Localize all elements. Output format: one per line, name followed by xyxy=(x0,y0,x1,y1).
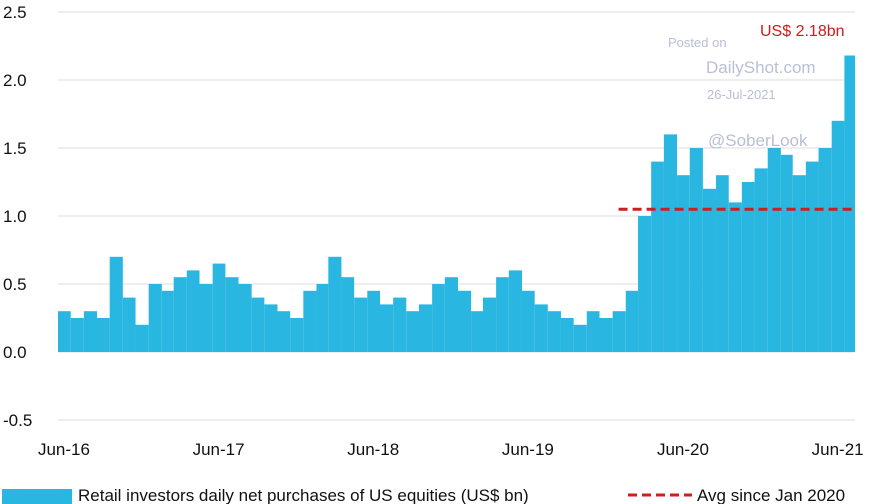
bar xyxy=(432,284,445,352)
bar xyxy=(818,148,832,352)
bar xyxy=(161,290,174,352)
x-tick-label: Jun-19 xyxy=(502,440,554,459)
bar xyxy=(728,202,742,352)
legend-label-bars: Retail investors daily net purchases of … xyxy=(78,486,529,504)
bar xyxy=(354,297,368,352)
bar xyxy=(677,175,690,352)
watermark-line-4: @SoberLook xyxy=(708,131,808,150)
bar xyxy=(457,290,472,352)
bar xyxy=(534,304,548,352)
x-tick-label: Jun-17 xyxy=(193,440,245,459)
bar xyxy=(638,216,652,352)
bar xyxy=(58,311,71,352)
bar xyxy=(328,256,342,352)
y-tick-label: 2.5 xyxy=(3,3,27,22)
bar xyxy=(651,161,664,352)
legend-label-avg: Avg since Jan 2020 xyxy=(697,486,845,504)
bar xyxy=(122,297,136,352)
bar xyxy=(444,277,458,352)
y-tick-label: -0.5 xyxy=(3,411,32,430)
legend-swatch-bars xyxy=(2,489,72,504)
y-tick-label: 0.5 xyxy=(3,275,27,294)
bar xyxy=(780,154,793,352)
bar xyxy=(380,304,394,352)
bar xyxy=(70,318,84,352)
bar xyxy=(496,277,509,352)
bar xyxy=(625,290,639,352)
watermark-line-2: DailyShot.com xyxy=(706,58,816,77)
bar xyxy=(186,270,200,352)
bar-series xyxy=(58,55,855,353)
x-tick-label: Jun-20 xyxy=(657,440,709,459)
bar xyxy=(547,311,561,352)
bar xyxy=(805,161,819,352)
x-tick-label: Jun-21 xyxy=(812,440,864,459)
bar xyxy=(225,277,239,352)
bar xyxy=(341,277,355,352)
bar xyxy=(471,311,483,352)
bar xyxy=(264,304,278,352)
bar xyxy=(689,148,703,352)
y-tick-label: 1.5 xyxy=(3,139,27,158)
bar xyxy=(586,311,600,352)
peak-annotation: US$ 2.18bn xyxy=(760,23,845,40)
bar xyxy=(212,263,226,352)
bar xyxy=(109,256,123,352)
bar xyxy=(406,311,420,352)
bar xyxy=(482,297,497,352)
bar xyxy=(251,297,265,352)
bar xyxy=(599,318,613,352)
bar xyxy=(148,284,162,352)
y-tick-label: 1.0 xyxy=(3,207,27,226)
bar xyxy=(173,277,187,352)
bar xyxy=(419,304,433,352)
bar xyxy=(560,318,574,352)
y-tick-label: 2.0 xyxy=(3,71,27,90)
watermark-line-1: Posted on xyxy=(668,35,727,50)
bar xyxy=(716,175,729,352)
y-tick-label: 0.0 xyxy=(3,343,27,362)
bar xyxy=(663,134,678,352)
legend: Retail investors daily net purchases of … xyxy=(2,486,845,504)
bar xyxy=(702,188,717,352)
x-tick-label: Jun-16 xyxy=(38,440,90,459)
bar xyxy=(831,120,845,352)
bar xyxy=(521,290,535,352)
bar xyxy=(393,297,407,352)
bar xyxy=(135,324,149,352)
bar xyxy=(277,311,291,352)
bar xyxy=(792,175,806,352)
bar xyxy=(612,311,626,352)
bar xyxy=(573,324,587,352)
bar xyxy=(303,290,317,352)
bar xyxy=(238,284,252,352)
bar xyxy=(316,284,329,352)
y-axis-tick-labels: -0.5 0.0 0.5 1.0 1.5 2.0 2.5 xyxy=(3,3,32,430)
bar xyxy=(290,318,304,352)
x-axis-tick-labels: Jun-16 Jun-17 Jun-18 Jun-19 Jun-20 Jun-21 xyxy=(38,440,864,459)
watermark: Posted on DailyShot.com 26-Jul-2021 @Sob… xyxy=(668,35,816,150)
bar xyxy=(844,55,855,353)
bar xyxy=(367,290,381,352)
bar xyxy=(199,284,213,352)
bar xyxy=(754,168,768,352)
watermark-line-3: 26-Jul-2021 xyxy=(707,87,776,102)
bar xyxy=(741,182,755,352)
bar xyxy=(96,318,110,352)
bar xyxy=(508,270,522,352)
bar xyxy=(767,148,781,352)
bar xyxy=(83,311,97,352)
x-tick-label: Jun-18 xyxy=(347,440,399,459)
